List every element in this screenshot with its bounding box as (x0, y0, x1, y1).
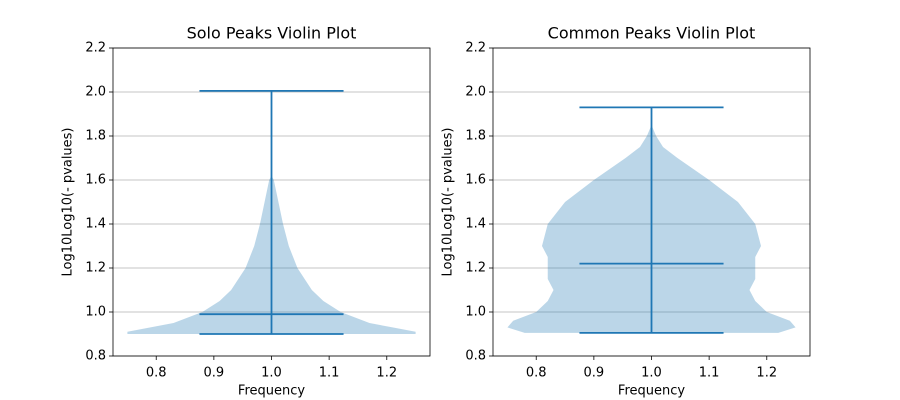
y-axis-label: Log10Log10(- pvalues) (61, 127, 76, 276)
violin-body (271, 175, 416, 334)
y-tick-label: 0.8 (85, 349, 106, 364)
violin-body (127, 175, 272, 334)
y-tick-label: 1.2 (465, 261, 486, 276)
violin-body (651, 125, 796, 333)
y-tick-label: 1.6 (465, 173, 486, 188)
x-tick-label: 0.8 (526, 366, 547, 381)
y-tick-label: 0.8 (465, 349, 486, 364)
violin-body (507, 125, 652, 333)
y-tick-label: 2.2 (465, 41, 486, 56)
y-tick-label: 1.4 (85, 217, 106, 232)
y-tick-label: 2.2 (85, 41, 106, 56)
x-tick-label: 1.2 (376, 366, 397, 381)
y-tick-label: 1.0 (85, 305, 106, 320)
y-tick-label: 1.2 (85, 261, 106, 276)
y-tick-label: 1.0 (465, 305, 486, 320)
y-tick-label: 2.0 (85, 85, 106, 100)
x-tick-label: 0.8 (146, 366, 167, 381)
y-tick-label: 1.4 (465, 217, 486, 232)
x-tick-label: 0.9 (584, 366, 605, 381)
chart-title: Common Peaks Violin Plot (548, 24, 756, 43)
y-tick-label: 2.0 (465, 85, 486, 100)
x-tick-label: 1.2 (756, 366, 777, 381)
x-tick-label: 1.1 (699, 366, 720, 381)
x-tick-label: 1.0 (261, 366, 282, 381)
x-axis-label: Frequency (238, 384, 305, 399)
axes-frame (112, 47, 431, 357)
x-tick-label: 1.1 (319, 366, 340, 381)
y-tick-label: 1.6 (85, 173, 106, 188)
axes-frame (492, 47, 811, 357)
x-tick-label: 0.9 (204, 366, 225, 381)
x-tick-label: 1.0 (641, 366, 662, 381)
chart-title: Solo Peaks Violin Plot (187, 24, 357, 43)
x-axis-label: Frequency (618, 384, 685, 399)
y-tick-label: 1.8 (85, 129, 106, 144)
y-axis-label: Log10Log10(- pvalues) (441, 127, 456, 276)
y-tick-label: 1.8 (465, 129, 486, 144)
